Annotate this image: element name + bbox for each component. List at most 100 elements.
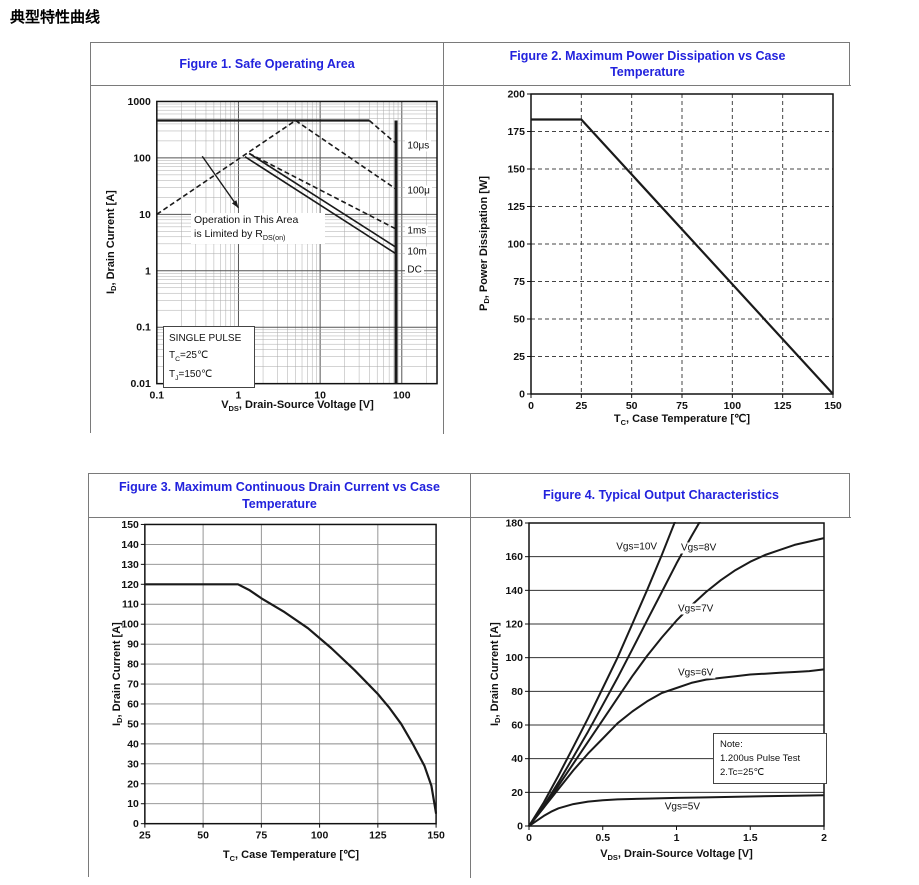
curve-1ms-pulse: [248, 152, 397, 230]
figure4-title: Figure 4. Typical Output Characteristics: [543, 488, 779, 503]
curve-100us-pulse: [295, 119, 397, 190]
svg-text:1: 1: [236, 391, 242, 402]
svg-text:30: 30: [127, 759, 139, 770]
svg-text:175: 175: [507, 126, 525, 138]
figure1-title-cell: Figure 1. Safe Operating Area: [91, 43, 444, 86]
figure3-x-axis-title: TC, Case Temperature [℃]: [222, 849, 360, 864]
svg-text:150: 150: [121, 520, 139, 531]
figure2-x-axis-title: TC, Case Temperature [℃]: [613, 413, 751, 428]
svg-text:75: 75: [513, 276, 525, 288]
page-heading: 典型特性曲线: [10, 9, 101, 26]
figure4-y-axis-title: ID, Drain Current [A]: [489, 622, 503, 727]
soa-operation-note: Operation in This Area is Limited by RDS…: [191, 213, 325, 245]
svg-text:50: 50: [197, 831, 209, 842]
curve-label-Vgs=8V: Vgs=8V: [678, 542, 719, 554]
svg-text:0.01: 0.01: [130, 379, 151, 390]
svg-text:0: 0: [519, 389, 525, 401]
svg-text:130: 130: [121, 560, 139, 571]
svg-text:1000: 1000: [128, 97, 151, 108]
svg-text:200: 200: [507, 89, 525, 101]
curve-vgs-5v: [528, 794, 825, 827]
figure1-y-axis-title: ID, Drain Current [A]: [105, 190, 119, 295]
curve-vgs-6v: [528, 668, 825, 827]
figure1-title: Figure 1. Safe Operating Area: [179, 56, 355, 71]
svg-text:180: 180: [505, 518, 523, 530]
svg-text:60: 60: [127, 699, 139, 710]
curve-max-continuous-drain-current: [144, 583, 438, 814]
svg-text:90: 90: [127, 640, 139, 651]
figure3-plot: 25 50 75 100 125 150 0 10 20 30 40 50 60 70 80 90 100 110…: [121, 520, 445, 842]
curve-dc: [244, 156, 397, 255]
svg-text:80: 80: [127, 660, 139, 671]
svg-text:25: 25: [139, 831, 151, 842]
pulse-test-note-box: Note: 1.200us Pulse Test 2.Tc=25℃: [713, 733, 827, 785]
curve-label-Vgs=10V: Vgs=10V: [614, 541, 660, 553]
svg-text:120: 120: [121, 580, 139, 591]
curve-label-DC: DC: [405, 264, 424, 276]
svg-text:25: 25: [575, 400, 587, 412]
figure3-y-axis-title: ID, Drain Current [A]: [111, 622, 125, 726]
svg-text:0.5: 0.5: [595, 832, 610, 844]
curve-10us-pulse: [368, 119, 397, 145]
svg-text:125: 125: [774, 400, 792, 412]
svg-text:75: 75: [256, 831, 268, 842]
svg-text:1: 1: [674, 832, 680, 844]
svg-text:150: 150: [507, 164, 525, 176]
svg-text:50: 50: [127, 719, 139, 730]
figure1-chart: 0.1 1 10 100 1000 100 10 1 0.1 0.01 ID, Drain Cur…: [91, 86, 444, 434]
svg-text:80: 80: [511, 686, 523, 698]
svg-text:100: 100: [393, 391, 411, 402]
figure3-chart: 25 50 75 100 125 150 0 10 20 30 40 50 60 70 80 90 100 110…: [89, 518, 471, 878]
figure3-title-cell: Figure 3. Maximum Continuous Drain Curre…: [89, 474, 471, 518]
svg-text:150: 150: [824, 400, 842, 412]
curve-10ms-pulse: [248, 152, 397, 249]
figure3-title: Figure 3. Maximum Continuous Drain Curre…: [119, 480, 440, 511]
svg-text:0: 0: [133, 819, 139, 830]
svg-text:140: 140: [505, 585, 523, 597]
curve-label-Vgs=5V: Vgs=5V: [662, 801, 703, 813]
curve-rds-on-limit: [156, 119, 296, 215]
figure2-plot: 0 25 50 75 100 125 150 0 25 50 75 100 125 150 175 200: [507, 89, 842, 413]
curve-max-power-dissipation: [531, 118, 834, 395]
curve-label-1ms: 1ms: [405, 225, 429, 237]
single-pulse-box: SINGLE PULSE TC=25℃ TJ=150℃: [163, 326, 255, 389]
svg-text:1.5: 1.5: [743, 832, 758, 844]
svg-text:100: 100: [507, 239, 525, 251]
figure2-title: Figure 2. Maximum Power Dissipation vs C…: [509, 48, 786, 79]
svg-text:20: 20: [511, 787, 523, 799]
svg-text:0: 0: [528, 400, 534, 412]
svg-text:50: 50: [513, 314, 525, 326]
figure2-chart: 0 25 50 75 100 125 150 0 25 50 75 100 125 150 175 200 P…: [444, 86, 851, 434]
svg-text:0: 0: [526, 832, 532, 844]
svg-text:100: 100: [505, 652, 523, 664]
svg-text:100: 100: [133, 153, 151, 164]
figure4-x-axis-title: VDS, Drain-Source Voltage [V]: [600, 848, 753, 863]
svg-text:10: 10: [314, 391, 326, 402]
svg-text:40: 40: [127, 739, 139, 750]
figure-table-top: Figure 1. Safe Operating Area Figure 2. …: [90, 42, 851, 434]
svg-text:160: 160: [505, 551, 523, 563]
figure4-title-cell: Figure 4. Typical Output Characteristics: [471, 474, 851, 518]
svg-text:0.1: 0.1: [150, 391, 165, 402]
svg-text:125: 125: [369, 831, 387, 842]
figure2-y-axis-title: PD, Power Dissipation [W]: [478, 176, 492, 312]
svg-text:100: 100: [311, 831, 329, 842]
curve-label-Vgs=6V: Vgs=6V: [676, 667, 716, 679]
svg-text:150: 150: [427, 831, 445, 842]
curve-label-10μs: 10μs: [405, 140, 432, 152]
annotation-arrowhead: [231, 200, 239, 208]
svg-text:110: 110: [122, 600, 139, 611]
curve-label-Vgs=7V: Vgs=7V: [676, 603, 716, 615]
svg-text:10: 10: [127, 799, 139, 810]
svg-text:140: 140: [121, 540, 139, 551]
curve-vgs-10v: [528, 522, 676, 827]
svg-text:0.1: 0.1: [136, 323, 151, 334]
svg-text:75: 75: [676, 400, 688, 412]
figure2-title-cell: Figure 2. Maximum Power Dissipation vs C…: [444, 43, 851, 86]
svg-text:2: 2: [821, 832, 827, 844]
svg-text:50: 50: [626, 400, 638, 412]
svg-text:1: 1: [145, 266, 151, 277]
